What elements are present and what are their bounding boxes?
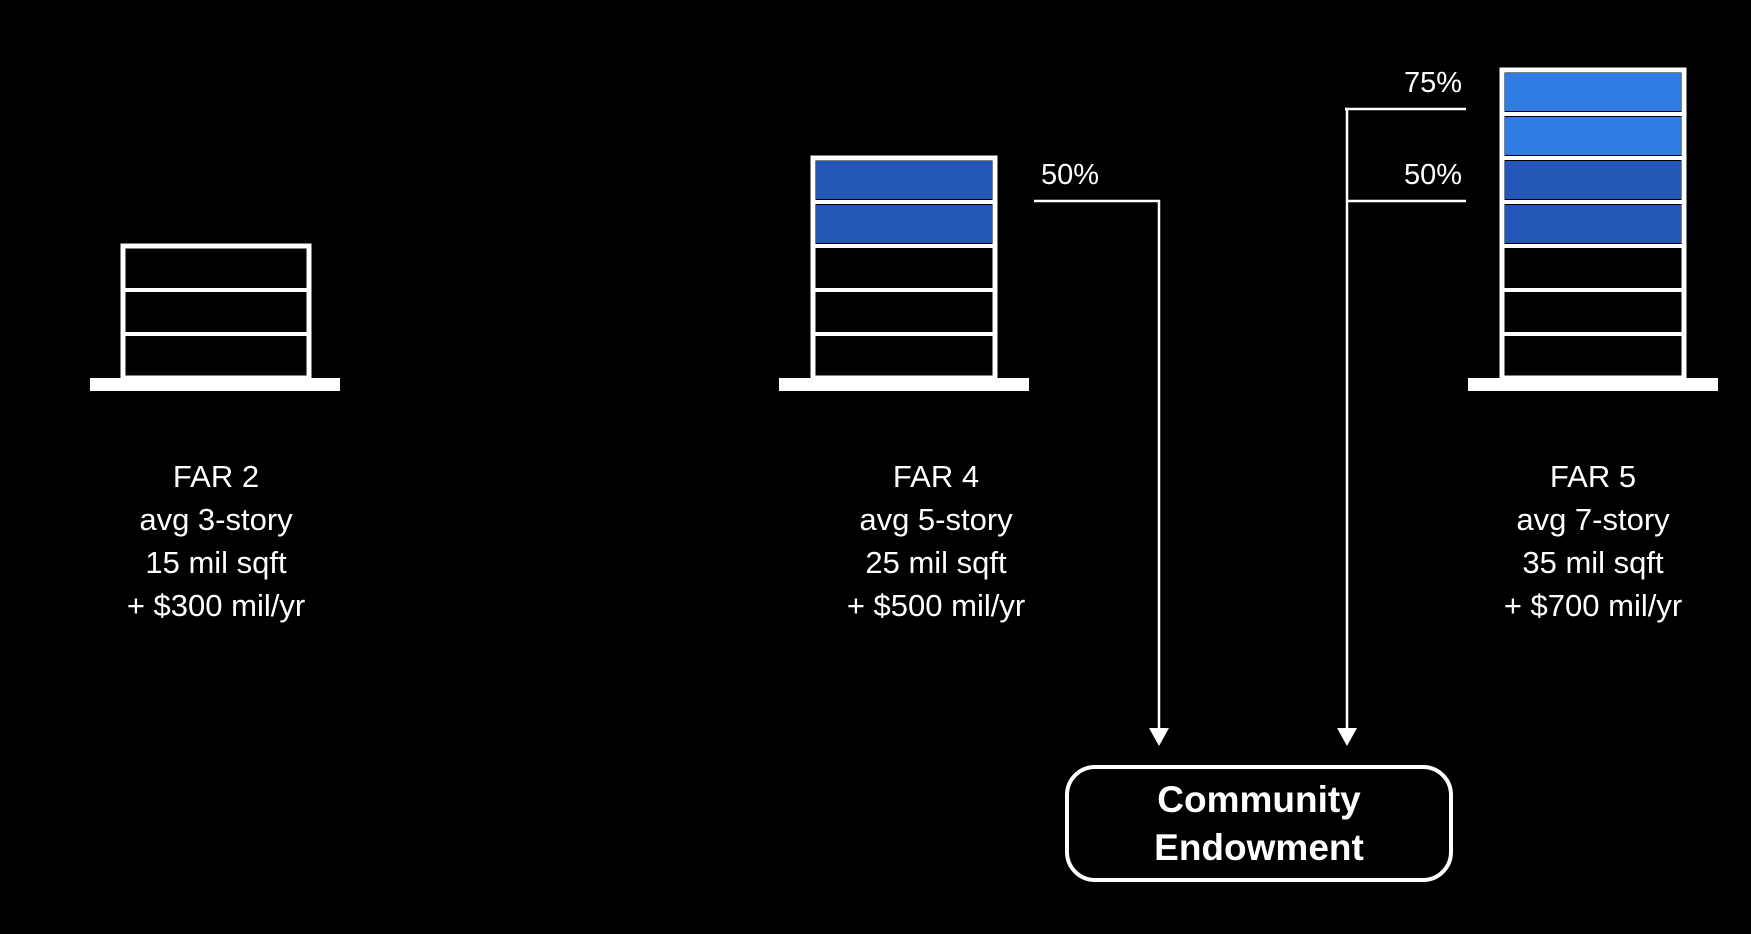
arrowhead-far4 [1149,728,1169,746]
arrowhead-far5 [1337,728,1357,746]
floor-fill-2 [816,205,992,243]
community-endowment-box: Community Endowment [1065,765,1453,882]
floor-fill-2 [1505,117,1681,155]
building-outline [120,243,312,381]
building-base [1468,378,1718,391]
building-base [779,378,1029,391]
caption-far5: FAR 5 avg 7-story 35 mil sqft + $700 mil… [1423,455,1751,627]
caption-far2-revenue: + $300 mil/yr [126,588,306,623]
caption-far2-title: FAR 2 [172,459,260,494]
caption-far2-stories: avg 3-story [139,502,293,537]
caption-far4-revenue: + $500 mil/yr [846,588,1026,623]
connector-far4-50 [1034,199,1161,730]
caption-far5-area: 35 mil sqft [1522,545,1664,580]
percent-label-far4: 50% [1041,159,1100,191]
caption-far4-area: 25 mil sqft [865,545,1007,580]
caption-far5-stories: avg 7-story [1516,502,1670,537]
percent-label-far5-75: 75% [1404,67,1463,99]
building-base [90,378,340,391]
building-far5 [1468,67,1718,391]
caption-far4-title: FAR 4 [892,459,980,494]
caption-far4: FAR 4 avg 5-story 25 mil sqft + $500 mil… [766,455,1106,627]
endowment-line-1: Community [1157,778,1361,820]
building-far2 [90,243,340,391]
floor-fill-4 [1505,205,1681,243]
arrowheads [1149,728,1357,746]
connector-far5-75 [1345,107,1349,730]
floor-fill-1 [1505,73,1681,111]
caption-far4-stories: avg 5-story [859,502,1013,537]
endowment-line-2: Endowment [1154,826,1364,868]
building-far4 [779,155,1029,391]
caption-far5-title: FAR 5 [1549,459,1637,494]
caption-far5-revenue: + $700 mil/yr [1503,588,1683,623]
caption-far2-area: 15 mil sqft [145,545,287,580]
flow-connectors [1034,107,1466,730]
caption-far2: FAR 2 avg 3-story 15 mil sqft + $300 mil… [46,455,386,627]
floor-fill-3 [1505,161,1681,199]
percent-label-far5-50: 50% [1404,159,1463,191]
floor-fill-1 [816,161,992,199]
